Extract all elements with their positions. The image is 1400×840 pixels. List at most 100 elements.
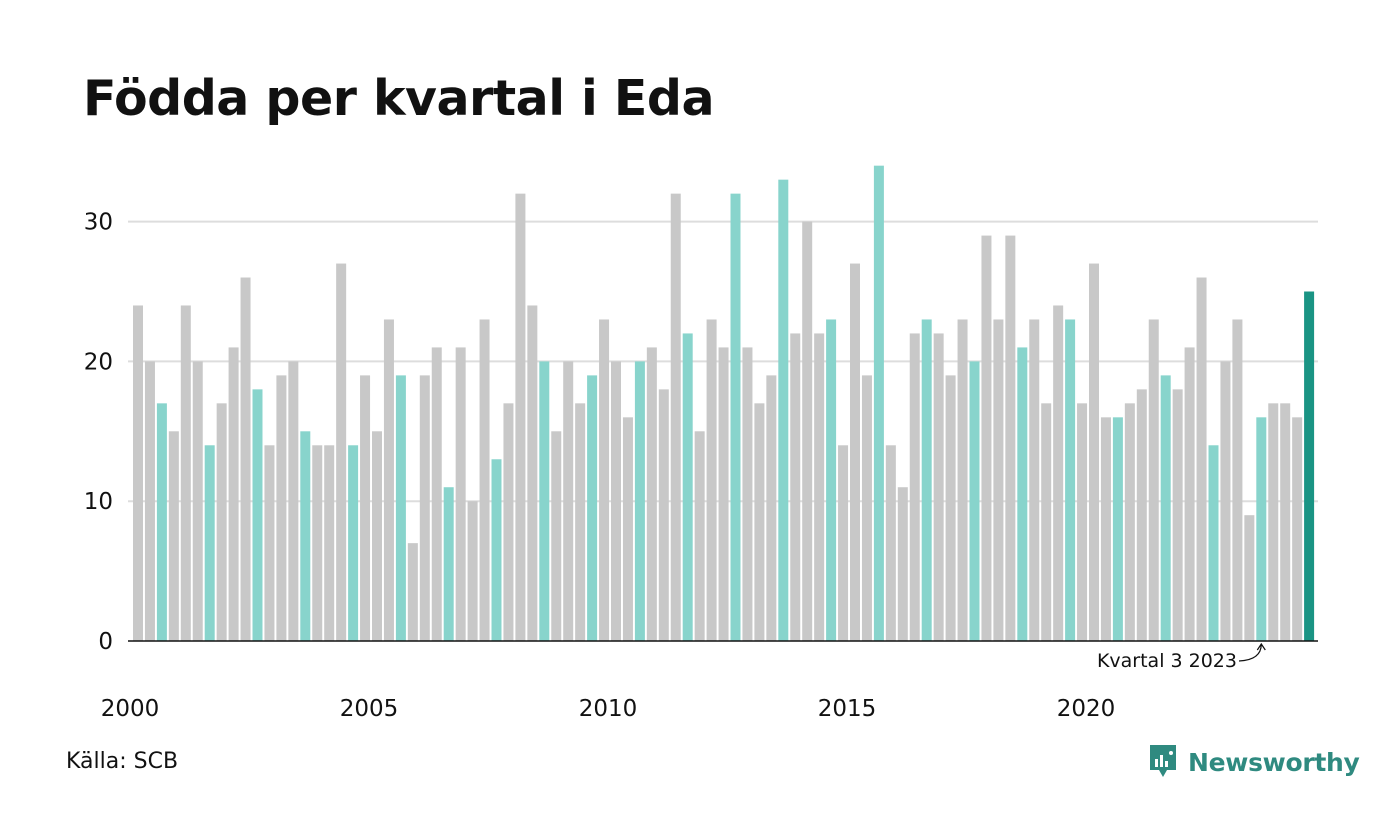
bar	[1112, 417, 1123, 641]
brand-logo: Newsworthy	[1148, 742, 1360, 782]
bar-chart: 0 10 20 30 2000 2005 2010 2015 2020 Kvartal 3 2…	[84, 165, 1318, 722]
bar	[491, 459, 502, 641]
bar	[850, 263, 860, 641]
bar	[1148, 319, 1159, 641]
bar	[192, 361, 203, 641]
bar	[336, 263, 347, 641]
bar	[1256, 417, 1267, 641]
bar	[312, 445, 323, 641]
bar	[1304, 291, 1315, 641]
x-tick-label: 2000	[101, 696, 160, 722]
x-axis-ticks: 2000 2005 2010 2015 2020	[101, 696, 1116, 722]
bar	[933, 333, 944, 641]
source-note: Källa: SCB	[66, 749, 179, 774]
y-axis-ticks: 0 10 20 30	[84, 210, 113, 655]
bar	[861, 375, 872, 641]
bar	[993, 319, 1004, 641]
bar	[587, 375, 598, 641]
bar	[300, 431, 311, 641]
bar	[1029, 319, 1040, 641]
bar	[885, 445, 896, 641]
bar	[252, 389, 263, 641]
bar	[228, 347, 239, 641]
bar	[288, 361, 299, 641]
bar	[216, 403, 227, 641]
bar	[563, 361, 574, 641]
bar	[730, 193, 741, 641]
bar	[981, 235, 992, 641]
bar	[156, 403, 167, 641]
bar	[539, 361, 550, 641]
bar	[551, 431, 562, 641]
bar	[957, 319, 968, 641]
bar	[1053, 305, 1064, 641]
bar	[1208, 445, 1219, 641]
annotation-arrow	[1238, 642, 1266, 662]
bar	[1280, 403, 1291, 641]
bar	[814, 333, 825, 641]
bar	[407, 543, 418, 641]
bar	[622, 417, 633, 641]
bar	[372, 431, 382, 641]
bar	[897, 487, 908, 641]
bar	[455, 347, 466, 641]
bar	[646, 347, 657, 641]
chart-title: Födda per kvartal i Eda	[83, 70, 715, 127]
y-tick-label: 30	[84, 210, 113, 236]
bar	[826, 319, 837, 641]
bar	[838, 445, 849, 641]
y-tick-label: 20	[84, 349, 113, 375]
bar	[742, 347, 753, 641]
bar	[754, 403, 765, 641]
bar	[276, 375, 287, 641]
bar	[658, 389, 669, 641]
bar	[348, 445, 359, 641]
bar	[395, 375, 406, 641]
bar	[1124, 403, 1135, 641]
bar	[706, 319, 717, 641]
bar	[168, 431, 179, 641]
bar	[515, 193, 526, 641]
y-tick-label: 10	[84, 489, 113, 515]
bar	[419, 375, 430, 641]
bar	[790, 333, 801, 641]
bar	[479, 319, 490, 641]
bar	[694, 431, 705, 641]
bar	[503, 403, 514, 641]
bar	[443, 487, 454, 641]
bar	[1268, 403, 1279, 641]
bar	[909, 333, 920, 641]
bar	[921, 319, 932, 641]
bar	[575, 403, 586, 641]
bar	[1244, 515, 1255, 641]
bar	[360, 375, 371, 641]
bar	[1292, 417, 1303, 641]
bar	[1232, 319, 1243, 641]
bar	[599, 319, 610, 641]
bar	[264, 445, 275, 641]
bar	[1184, 347, 1195, 641]
bar	[1005, 235, 1016, 641]
bar	[766, 375, 777, 641]
bar	[1136, 389, 1147, 641]
bar	[718, 347, 729, 641]
bar	[204, 445, 215, 641]
bar	[133, 305, 143, 641]
bar	[1220, 361, 1231, 641]
newsworthy-logo-icon	[1150, 745, 1176, 777]
brand-name: Newsworthy	[1188, 747, 1360, 777]
x-tick-label: 2005	[340, 696, 399, 722]
bar	[383, 319, 394, 641]
bar	[802, 221, 813, 641]
bar	[180, 305, 191, 641]
bar	[1160, 375, 1171, 641]
bar	[467, 501, 478, 641]
bar	[945, 375, 956, 641]
x-tick-label: 2020	[1057, 696, 1116, 722]
bar	[634, 361, 645, 641]
annotation: Kvartal 3 2023	[1097, 642, 1266, 672]
bar	[611, 361, 621, 641]
bar	[240, 277, 251, 641]
bar	[1065, 319, 1076, 641]
bar	[431, 347, 442, 641]
